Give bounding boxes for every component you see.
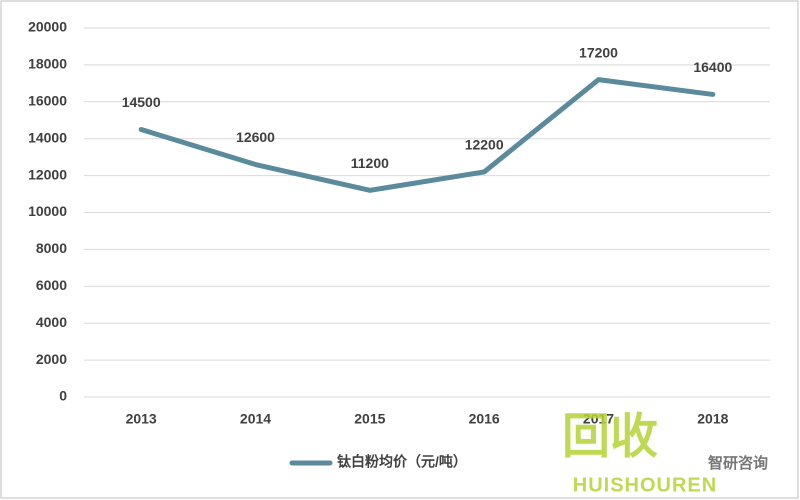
- y-tick-label: 4000: [36, 314, 67, 330]
- y-tick-label: 18000: [28, 56, 67, 72]
- x-tick-label: 2015: [354, 411, 385, 427]
- x-tick-label: 2014: [240, 411, 271, 427]
- x-tick-label: 2017: [583, 411, 614, 427]
- y-tick-label: 0: [59, 388, 67, 404]
- y-tick-label: 2000: [36, 351, 67, 367]
- x-tick-label: 2013: [126, 411, 157, 427]
- y-tick-label: 8000: [36, 240, 67, 256]
- watermark-logo: 回收: [562, 411, 658, 464]
- y-tick-label: 6000: [36, 277, 67, 293]
- y-tick-label: 14000: [28, 129, 67, 145]
- data-label: 14500: [122, 94, 161, 110]
- watermark-source: 智研咨询: [708, 454, 768, 472]
- data-label: 12600: [236, 129, 275, 145]
- legend-label: 钛白粉均价（元/吨）: [337, 454, 467, 470]
- series-line: [138, 77, 716, 193]
- data-label: 11200: [351, 155, 389, 171]
- y-tick-label: 20000: [28, 19, 67, 35]
- watermark-brand: HUISHOUREN: [573, 474, 717, 496]
- y-tick-label: 10000: [28, 203, 67, 219]
- data-label: 16400: [693, 59, 732, 75]
- x-tick-label: 2016: [469, 411, 500, 427]
- y-tick-label: 12000: [28, 166, 67, 182]
- y-tick-label: 16000: [28, 93, 67, 109]
- data-label: 17200: [579, 44, 618, 60]
- x-tick-label: 2018: [697, 411, 728, 427]
- data-label: 12200: [465, 137, 504, 153]
